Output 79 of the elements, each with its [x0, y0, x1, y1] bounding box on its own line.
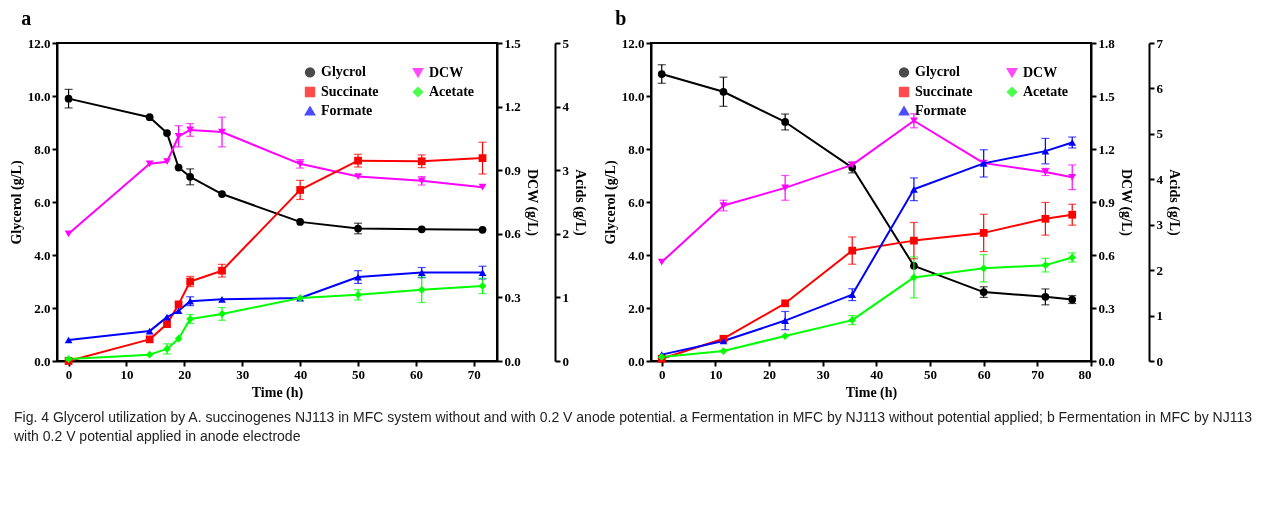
y-tick-label: 2.0 — [34, 300, 51, 316]
x-tick-label: 10 — [709, 366, 723, 382]
y2-tick-label: 0.3 — [504, 289, 522, 305]
y2-tick-label: 1.8 — [1098, 35, 1116, 51]
y-tick-label: 0.0 — [628, 353, 645, 369]
x-tick-label: 0 — [658, 366, 666, 382]
legend-label: Glycrol — [321, 64, 366, 80]
x-tick-label: 70 — [467, 366, 481, 382]
y2-tick-label: 1.2 — [1098, 141, 1115, 157]
legend-label: DCW — [429, 64, 464, 80]
y-tick-label: 6.0 — [628, 194, 645, 210]
y-tick-label: 0.0 — [34, 353, 51, 369]
x-tick-label: 50 — [352, 366, 366, 382]
y3-axis-title: Acids (g/L) — [1166, 169, 1182, 237]
x-tick-label: 40 — [294, 366, 308, 382]
legend-label: Formate — [321, 103, 373, 118]
chart-title: a — [21, 7, 32, 29]
y-tick-label: 4.0 — [34, 247, 51, 263]
y-tick-label: 10.0 — [27, 88, 51, 104]
x-tick-label: 20 — [178, 366, 192, 382]
x-tick-label: 30 — [816, 366, 830, 382]
legend-label: Acetate — [429, 84, 475, 99]
x-tick-label: 20 — [763, 366, 777, 382]
legend-label: Glycrol — [915, 64, 960, 80]
y2-tick-label: 0.6 — [1098, 247, 1116, 263]
y3-tick-label: 2 — [1156, 262, 1163, 278]
y3-tick-label: 7 — [1156, 35, 1164, 51]
y-tick-label: 12.0 — [27, 35, 51, 51]
x-tick-label: 10 — [120, 366, 134, 382]
y2-tick-label: 1.2 — [504, 99, 521, 115]
y-tick-label: 6.0 — [34, 194, 51, 210]
y3-tick-label: 2 — [562, 226, 569, 242]
y3-tick-label: 6 — [1156, 80, 1164, 96]
legend-label: Acetate — [1023, 84, 1069, 99]
y3-tick-label: 5 — [562, 35, 570, 51]
y2-tick-label: 0.0 — [504, 353, 521, 369]
x-axis-title: Time (h) — [251, 384, 304, 401]
legend-label: Succinate — [915, 84, 973, 99]
y-tick-label: 8.0 — [34, 141, 51, 157]
y3-tick-label: 5 — [1156, 126, 1164, 142]
y2-axis-title: DCW (g/L) — [1117, 168, 1134, 237]
y-tick-label: 12.0 — [621, 35, 645, 51]
legend-label: Succinate — [321, 84, 379, 99]
y2-tick-label: 1.5 — [504, 35, 522, 51]
x-tick-label: 0 — [65, 366, 73, 382]
x-tick-label: 30 — [236, 366, 250, 382]
y2-tick-label: 0.9 — [504, 162, 522, 178]
y2-tick-label: 0.3 — [1098, 300, 1116, 316]
y-tick-label: 4.0 — [628, 247, 645, 263]
x-tick-label: 80 — [1078, 366, 1092, 382]
x-tick-label: 70 — [1031, 366, 1045, 382]
y3-tick-label: 1 — [1156, 308, 1163, 324]
y3-axis-title: Acids (g/L) — [572, 169, 588, 237]
y-axis-title: Glycerol (g/L) — [8, 160, 25, 245]
legend-label: Formate — [915, 103, 967, 118]
y-tick-label: 2.0 — [628, 300, 645, 316]
y3-tick-label: 0 — [562, 353, 569, 369]
y3-tick-label: 4 — [1156, 171, 1164, 187]
y2-tick-label: 0.9 — [1098, 194, 1116, 210]
caption: Fig. 4 Glycerol utilization by A. succinogenes NJ113 in MFC system without and with 0.2 V anode potential. a Fermentation in MFC by NJ113 without potential applied; b Fermentation in MFC by NJ113 with 0.2 V potential applied in anode electrode — [14, 408, 1254, 446]
x-axis-title: Time (h) — [845, 384, 898, 401]
y3-tick-label: 1 — [562, 289, 569, 305]
y3-tick-label: 3 — [562, 162, 570, 178]
y3-tick-label: 4 — [562, 99, 570, 115]
y2-tick-label: 0.0 — [1098, 353, 1115, 369]
y2-tick-label: 1.5 — [1098, 88, 1116, 104]
legend-label: DCW — [1023, 64, 1058, 80]
chart-title: b — [615, 7, 627, 29]
y3-tick-label: 0 — [1156, 353, 1163, 369]
x-tick-label: 60 — [409, 366, 423, 382]
x-tick-label: 40 — [870, 366, 884, 382]
y3-tick-label: 3 — [1156, 217, 1164, 233]
y2-axis-title: DCW (g/L) — [523, 168, 540, 237]
x-tick-label: 50 — [924, 366, 938, 382]
x-tick-label: 60 — [977, 366, 991, 382]
y-tick-label: 10.0 — [621, 88, 645, 104]
y-tick-label: 8.0 — [628, 141, 645, 157]
y-axis-title: Glycerol (g/L) — [602, 160, 619, 245]
y2-tick-label: 0.6 — [504, 226, 522, 242]
